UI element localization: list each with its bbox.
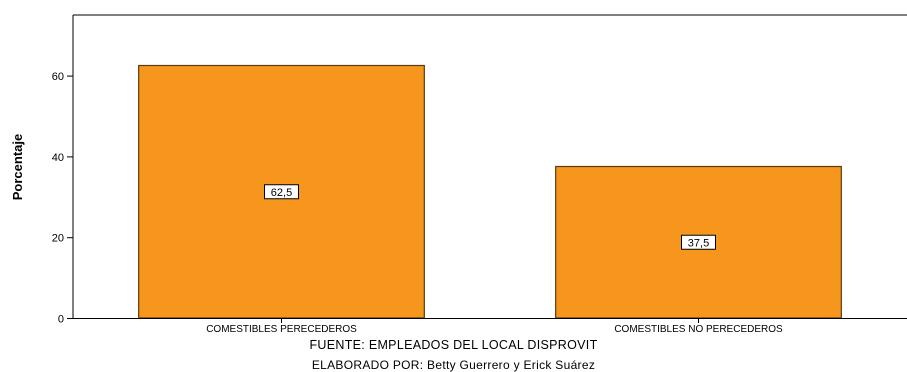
y-tick-label: 60	[52, 71, 64, 83]
source-caption: FUENTE: EMPLEADOS DEL LOCAL DISPROVIT	[309, 338, 598, 352]
data-label-box	[681, 234, 716, 250]
y-axis-label: Porcentaje	[10, 134, 25, 200]
y-tick-label: 20	[52, 233, 64, 245]
bar-chart: 0 20 40 60 62,5 COMESTIBLES PERECEDEROS 37,5 CO…	[10, 14, 907, 335]
author-caption: ELABORADO POR: Betty Guerrero y Erick Su…	[311, 358, 596, 372]
y-tick-label: 0	[58, 314, 64, 326]
data-label-box	[264, 184, 299, 200]
data-label: 37,5	[688, 237, 709, 249]
y-tick-label: 40	[52, 152, 64, 164]
x-tick-label: COMESTIBLES NO PERECEDEROS	[614, 324, 783, 335]
x-tick-label: COMESTIBLES PERECEDEROS	[206, 324, 357, 335]
plot-area: 0 20 40 60 62,5 COMESTIBLES PERECEDEROS 37,5 CO…	[52, 14, 907, 335]
data-label: 62,5	[271, 187, 292, 199]
